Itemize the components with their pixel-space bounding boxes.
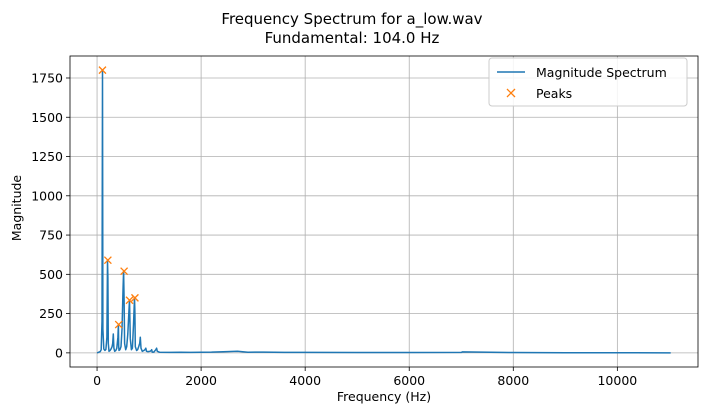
- peak-marker: [125, 296, 134, 305]
- peak-marker: [98, 66, 107, 75]
- plot-frame: [69, 55, 699, 368]
- legend-marker-swatch: [506, 88, 516, 98]
- legend-label-magnitude-spectrum: Magnitude Spectrum: [536, 65, 667, 80]
- y-tick-label: 1500: [31, 110, 63, 125]
- legend-box: [488, 57, 688, 107]
- legend: Magnitude Spectrum Peaks: [488, 57, 688, 107]
- peak-marker: [103, 256, 112, 265]
- x-tick-label: 10000: [597, 373, 637, 388]
- peak-marker: [120, 267, 129, 276]
- x-tick-label: 0: [93, 373, 101, 388]
- y-tick-label: 250: [39, 306, 63, 321]
- y-tick-label: 750: [39, 228, 63, 243]
- y-tick-label: 1000: [31, 188, 63, 203]
- y-tick-label: 0: [55, 345, 63, 360]
- chart-subtitle: Fundamental: 104.0 Hz: [265, 29, 440, 47]
- y-axis-label: Magnitude: [9, 175, 24, 242]
- y-tick-label: 1250: [31, 149, 63, 164]
- x-tick-label: 6000: [393, 373, 425, 388]
- axis-ticks: 0 2000 4000 6000 8000 10000 0 250 500 750 1000 1250…: [31, 70, 637, 388]
- x-axis-label: Frequency (Hz): [337, 389, 431, 404]
- magnitude-spectrum-line: [96, 69, 671, 354]
- peak-marker: [114, 320, 123, 329]
- y-tick-label: 500: [39, 267, 63, 282]
- peak-marker: [130, 293, 139, 302]
- chart-title: Frequency Spectrum for a_low.wav: [221, 10, 482, 29]
- plot-series: [96, 66, 671, 354]
- y-tick-label: 1750: [31, 70, 63, 85]
- x-tick-label: 2000: [185, 373, 217, 388]
- x-tick-label: 4000: [289, 373, 321, 388]
- legend-label-peaks: Peaks: [536, 86, 572, 101]
- x-tick-label: 8000: [497, 373, 529, 388]
